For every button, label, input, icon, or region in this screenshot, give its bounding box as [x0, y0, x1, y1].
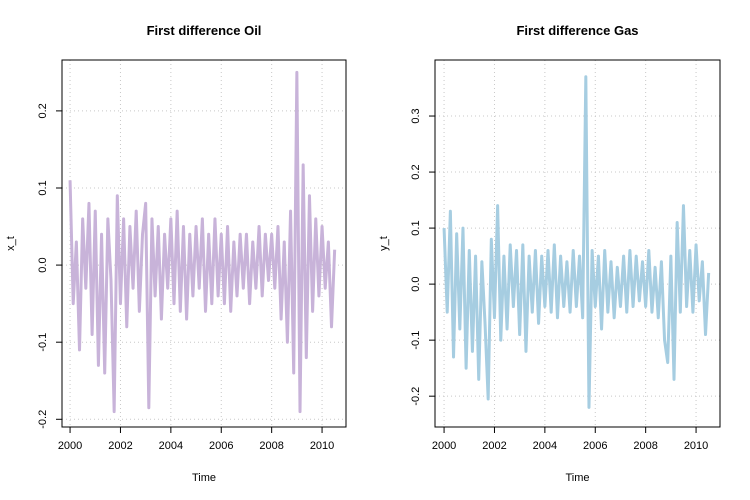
y-tick-label: 0.1 — [37, 180, 49, 195]
x-tick-label: 2004 — [159, 440, 183, 452]
x-tick-label: 2000 — [58, 440, 82, 452]
y-tick-label: -0.1 — [410, 331, 422, 350]
chart-title: First difference Gas — [516, 23, 638, 38]
x-tick-label: 2006 — [209, 440, 233, 452]
panel: First difference Oil Time x_t 2000 2002 2004 2… — [5, 23, 347, 484]
y-tick-label: 0.0 — [410, 276, 422, 291]
data-line — [442, 75, 711, 409]
plot-frame — [61, 59, 347, 428]
x-axis-label: Time — [565, 472, 589, 484]
y-tick-label: 0.3 — [410, 108, 422, 123]
x-tick-label: 2002 — [108, 440, 132, 452]
x-tick-label: 2010 — [310, 440, 334, 452]
y-axis-label: x_t — [5, 236, 17, 251]
y-tick-label: 0.1 — [410, 220, 422, 235]
y-tick-label: -0.2 — [410, 387, 422, 406]
x-tick-label: 2008 — [259, 440, 283, 452]
y-tick-label: -0.2 — [37, 410, 49, 429]
plot-frame — [434, 59, 721, 428]
x-tick-label: 2010 — [684, 440, 708, 452]
y-tick-label: 0.2 — [37, 103, 49, 118]
x-tick-label: 2008 — [633, 440, 657, 452]
y-tick-label: -0.1 — [37, 333, 49, 352]
x-tick-label: 2000 — [432, 440, 456, 452]
x-tick-label: 2002 — [482, 440, 506, 452]
y-tick-label: 0.2 — [410, 164, 422, 179]
y-axis-label: y_t — [378, 236, 390, 251]
data-line — [68, 70, 337, 414]
panel: First difference Gas Time y_t 2000 2002 2004 2… — [378, 23, 721, 484]
x-tick-label: 2006 — [583, 440, 607, 452]
y-tick-label: 0.0 — [37, 257, 49, 272]
chart-title: First difference Oil — [147, 23, 262, 38]
x-axis-label: Time — [192, 472, 216, 484]
x-tick-label: 2004 — [533, 440, 557, 452]
